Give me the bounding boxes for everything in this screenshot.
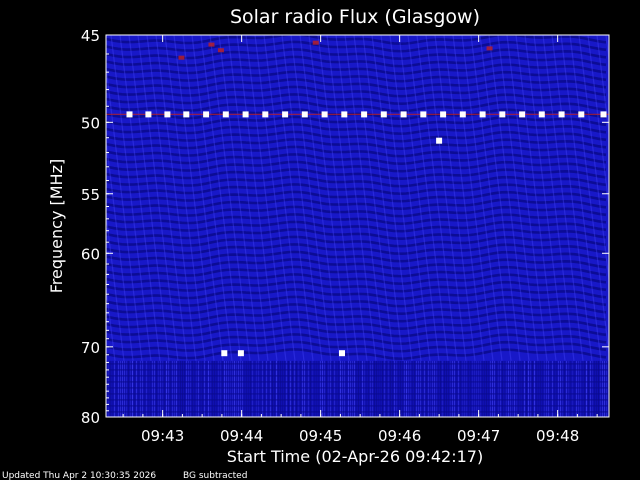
interference-marker — [440, 111, 447, 118]
interference-marker — [145, 111, 152, 118]
interference-marker — [380, 111, 387, 118]
interference-marker — [600, 111, 607, 118]
interference-marker — [237, 350, 244, 357]
interference-marker — [262, 111, 269, 118]
y-axis: 45 50 55 60 70 80 — [81, 27, 609, 427]
x-tick-label: 09:43 — [141, 427, 184, 445]
interference-marker — [321, 111, 328, 118]
y-tick-label: 50 — [81, 114, 100, 132]
interference-marker — [242, 111, 249, 118]
y-tick-label: 80 — [81, 409, 100, 427]
interference-marker — [221, 350, 228, 357]
interference-marker — [578, 111, 585, 118]
plot-frame — [105, 34, 610, 418]
interference-marker — [339, 350, 345, 357]
interference-marker — [538, 111, 545, 118]
spectrogram-lower-noise — [106, 360, 609, 417]
interference-marker — [519, 111, 526, 118]
x-tick-label: 09:47 — [457, 427, 500, 445]
interference-marker — [420, 111, 427, 118]
interference-marker — [361, 111, 368, 118]
y-tick-label: 70 — [81, 339, 100, 357]
x-tick-label: 09:44 — [220, 427, 263, 445]
y-tick-label: 55 — [81, 186, 100, 204]
interference-marker — [282, 111, 289, 118]
x-tick-label: 09:46 — [378, 427, 421, 445]
y-tick-label: 60 — [81, 245, 100, 263]
y-tick-label: 45 — [81, 27, 100, 45]
interference-marker — [479, 111, 486, 118]
plot-area — [106, 35, 609, 417]
interference-marker — [400, 111, 407, 118]
x-tick-label: 09:45 — [299, 427, 342, 445]
x-axis-label: Start Time (02-Apr-26 09:42:17) — [227, 447, 483, 466]
spectrogram-streaks — [106, 35, 609, 361]
interference-marker — [126, 111, 133, 118]
x-tick-label: 09:48 — [536, 427, 579, 445]
chart-title: Solar radio Flux (Glasgow) — [230, 6, 480, 28]
y-axis-label: Frequency [MHz] — [47, 159, 66, 293]
interference-marker — [183, 111, 190, 118]
interference-marker — [222, 111, 229, 118]
interference-marker — [301, 111, 308, 118]
interference-marker — [558, 111, 565, 118]
interference-marker — [341, 111, 348, 118]
interference-marker — [499, 111, 506, 118]
interference-marker — [203, 111, 210, 118]
x-axis: 09:43 09:44 09:45 09:46 09:47 09:48 — [122, 35, 598, 445]
interference-marker — [436, 137, 443, 144]
updated-timestamp: Updated Thu Apr 2 10:30:35 2026 — [2, 471, 156, 480]
hot-spots — [178, 40, 493, 60]
background-subtracted-note: BG subtracted — [183, 471, 247, 480]
interference-marker — [164, 111, 171, 118]
interference-marker — [459, 111, 466, 118]
